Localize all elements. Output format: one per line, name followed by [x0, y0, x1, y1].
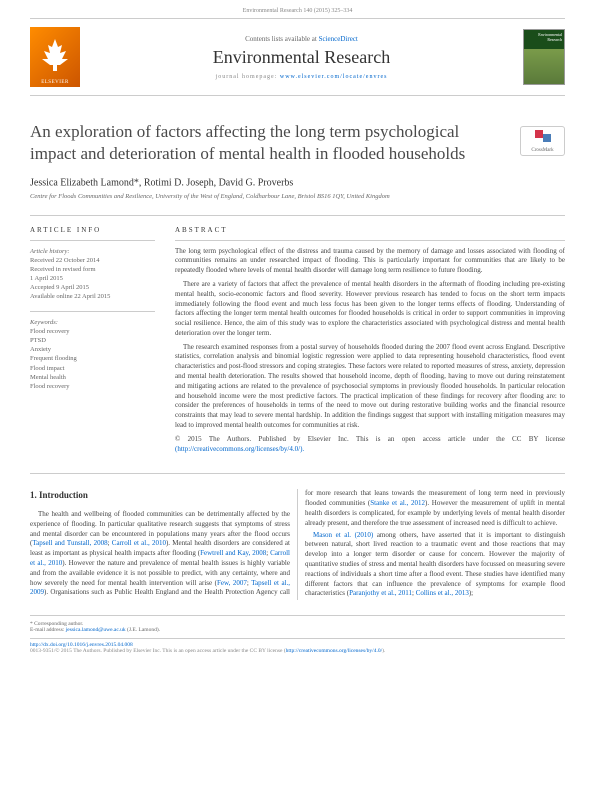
abstract-p2: There are a variety of factors that affe… [175, 280, 565, 339]
crossmark-badge[interactable]: CrossMark [520, 126, 565, 156]
cc-license-link[interactable]: (http://creativecommons.org/licenses/by/… [175, 445, 304, 453]
cover-image [524, 49, 564, 84]
article-info-heading: ARTICLE INFO [30, 226, 155, 234]
citation-bar: Environmental Research 140 (2015) 325–33… [0, 0, 595, 18]
divider [30, 473, 565, 474]
abstract-section: ABSTRACT The long term psychological eff… [175, 226, 565, 459]
intro-heading: 1. Introduction [30, 489, 290, 502]
homepage-line: journal homepage: www.elsevier.com/locat… [80, 74, 523, 80]
ref-link[interactable]: Carroll et al., 2010 [112, 539, 166, 547]
article-title: An exploration of factors affecting the … [30, 121, 565, 165]
authors: Jessica Elizabeth Lamond*, Rotimi D. Jos… [30, 175, 565, 188]
ref-link[interactable]: Collins et al., 2013 [416, 589, 469, 597]
ref-link[interactable]: Mason et al. (2010) [313, 531, 373, 539]
corresponding-author-note: * Corresponding author. E-mail address: … [30, 615, 565, 633]
footer-bar: http://dx.doi.org/10.1016/j.envres.2015.… [30, 638, 565, 654]
abstract-heading: ABSTRACT [175, 226, 565, 234]
elsevier-logo: ELSEVIER [30, 27, 80, 87]
ref-link[interactable]: Few, [217, 579, 233, 587]
journal-name: Environmental Research [80, 47, 523, 68]
homepage-link[interactable]: www.elsevier.com/locate/envres [280, 74, 388, 80]
affiliation: Centre for Floods Communities and Resili… [30, 193, 565, 200]
journal-cover: Environmental Research [523, 29, 565, 85]
citation-text: Environmental Research 140 (2015) 325–33… [243, 8, 353, 14]
ref-link[interactable]: Stanke et al., 2012 [370, 499, 425, 507]
ref-link[interactable]: Tapsell and Tunstall, 2008 [32, 539, 107, 547]
sciencedirect-link[interactable]: ScienceDirect [319, 35, 358, 43]
ref-link[interactable]: Fewtrell and Kay, 2008 [200, 549, 266, 557]
crossmark-label: CrossMark [531, 148, 553, 153]
elsevier-text: ELSEVIER [41, 80, 69, 85]
history-text: Received 22 October 2014 Received in rev… [30, 256, 155, 301]
divider [30, 215, 565, 216]
email-link[interactable]: jessica.lamond@uwe.ac.uk [66, 627, 126, 633]
abstract-p1: The long term psychological effect of th… [175, 247, 565, 276]
keywords-label: Keywords: [30, 318, 155, 327]
license-link[interactable]: http://creativecommons.org/licenses/by/4… [286, 648, 382, 654]
ref-link[interactable]: 2007 [233, 579, 247, 587]
keywords-text: Flood recovery PTSD Anxiety Frequent flo… [30, 327, 155, 391]
elsevier-tree-icon [40, 35, 70, 80]
history-label: Article history: [30, 247, 155, 256]
contents-line: Contents lists available at ScienceDirec… [80, 35, 523, 43]
crossmark-icon [535, 130, 551, 146]
body-columns: 1. Introduction The health and wellbeing… [30, 489, 565, 599]
ref-link[interactable]: Paranjothy et al., 2011 [349, 589, 412, 597]
intro-p3: Mason et al. (2010) among others, have a… [305, 531, 565, 600]
abstract-p3: The research examined responses from a p… [175, 343, 565, 431]
journal-header: ELSEVIER Contents lists available at Sci… [30, 18, 565, 96]
abstract-copyright: © 2015 The Authors. Published by Elsevie… [175, 435, 565, 443]
article-info-sidebar: ARTICLE INFO Article history: Received 2… [30, 226, 155, 459]
